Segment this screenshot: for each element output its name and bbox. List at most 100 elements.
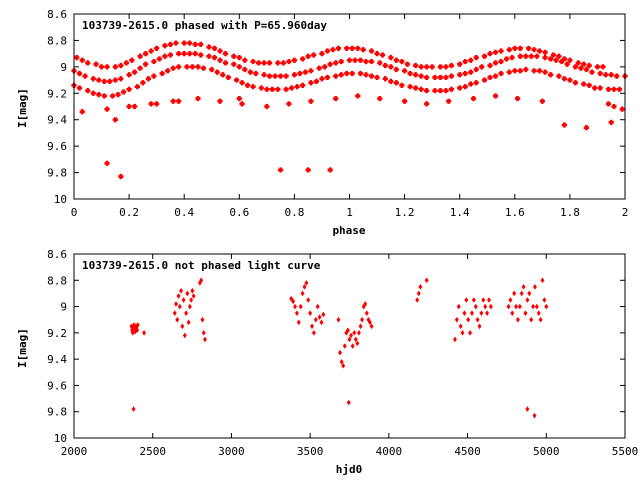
- phased-data-point: [313, 78, 320, 84]
- phased-data-point: [531, 68, 537, 74]
- unphased-data-point: [190, 288, 195, 294]
- unphased-y-tick-label: 9.8: [47, 406, 67, 419]
- phased-data-point: [278, 167, 284, 173]
- phased-data-point: [503, 56, 510, 62]
- phased-data-point: [333, 60, 339, 66]
- phased-data-point: [132, 103, 138, 110]
- unphased-data-point: [464, 297, 469, 303]
- phased-x-tick-label: 0.8: [284, 206, 304, 219]
- unphased-data-point: [341, 362, 346, 369]
- unphased-y-tick-label: 9.6: [47, 379, 67, 392]
- phased-data-point: [357, 70, 364, 77]
- phased-data-point: [181, 40, 187, 46]
- phased-data-point: [581, 81, 587, 87]
- phased-data-point: [462, 84, 468, 90]
- unphased-y-axis-label: I[mag]: [16, 328, 29, 368]
- unphased-data-points: [129, 277, 549, 419]
- phased-data-point: [154, 101, 160, 107]
- unphased-data-point: [347, 336, 352, 343]
- phased-x-tick-label: 0: [71, 206, 78, 219]
- phased-x-tick-label: 1.2: [395, 206, 415, 219]
- phased-data-point: [162, 53, 168, 59]
- phased-data-point: [151, 58, 157, 65]
- phased-data-point: [311, 52, 317, 58]
- phased-x-tick-label: 0.6: [229, 206, 249, 219]
- phased-data-point: [399, 82, 405, 88]
- phased-data-point: [192, 51, 198, 57]
- phased-data-point: [253, 70, 259, 77]
- phased-data-point: [267, 60, 273, 66]
- unphased-data-point: [130, 327, 135, 334]
- unphased-data-point: [338, 349, 343, 356]
- phased-data-point: [90, 76, 96, 82]
- phased-data-point: [581, 61, 587, 67]
- unphased-data-point: [291, 298, 296, 305]
- phased-data-point: [154, 45, 160, 51]
- phased-data-point: [578, 65, 584, 71]
- unphased-data-point: [200, 316, 205, 323]
- phased-data-point: [335, 45, 342, 51]
- phased-data-point: [267, 73, 273, 79]
- phased-data-point: [468, 69, 474, 75]
- phased-data-point: [567, 57, 573, 63]
- unphased-data-point: [182, 332, 187, 339]
- unphased-data-point: [454, 316, 459, 323]
- phased-data-point: [462, 58, 468, 65]
- phased-data-point: [487, 74, 493, 81]
- phased-data-point: [236, 55, 242, 61]
- phased-data-point: [352, 57, 358, 63]
- unphased-data-point: [483, 303, 488, 310]
- phased-data-point: [176, 64, 182, 70]
- phased-data-point: [275, 86, 281, 92]
- unphased-data-point: [473, 303, 478, 310]
- phased-data-point: [242, 66, 248, 73]
- phased-data-point: [374, 51, 380, 57]
- unphased-x-axis-label: hjd0: [336, 463, 363, 476]
- unphased-data-point: [544, 303, 549, 310]
- phased-data-point: [132, 69, 138, 75]
- unphased-data-point: [358, 323, 363, 330]
- phased-y-tick-label: 10: [54, 193, 67, 206]
- phased-data-point: [187, 51, 193, 57]
- unphased-data-point: [189, 297, 194, 303]
- unphased-data-point: [542, 297, 547, 303]
- unphased-data-point: [415, 297, 420, 303]
- phased-data-point: [289, 85, 295, 91]
- phased-data-point: [159, 70, 165, 77]
- unphased-data-point: [353, 336, 358, 343]
- phased-data-point: [523, 66, 529, 73]
- phased-data-point: [548, 56, 554, 62]
- unphased-data-point: [186, 319, 191, 326]
- unphased-data-point: [481, 297, 486, 303]
- unphased-y-tick-label: 9: [60, 301, 67, 314]
- phased-data-point: [291, 72, 297, 78]
- phased-data-point: [233, 77, 240, 83]
- phased-data-point: [388, 64, 394, 70]
- phased-data-point: [211, 55, 218, 61]
- phased-data-point: [608, 119, 614, 125]
- phased-data-point: [118, 173, 124, 180]
- unphased-data-point: [289, 295, 294, 302]
- phased-data-point: [308, 80, 314, 86]
- phased-data-point: [583, 66, 590, 73]
- phased-data-point: [176, 51, 182, 57]
- phased-data-point: [531, 47, 537, 53]
- phased-y-axis-label: I[mag]: [16, 88, 29, 128]
- phased-data-point: [225, 74, 231, 81]
- phased-data-point: [509, 55, 515, 61]
- unphased-data-point: [352, 330, 357, 336]
- phased-data-point: [308, 68, 314, 74]
- phased-data-point: [437, 64, 444, 70]
- phased-data-point: [517, 53, 523, 59]
- phased-data-point: [457, 72, 463, 78]
- phased-y-tick-label: 9.2: [47, 87, 67, 100]
- unphased-x-tick-label: 3000: [218, 445, 245, 458]
- unphased-data-point: [310, 323, 314, 330]
- unphased-data-point: [487, 297, 491, 303]
- unphased-data-point: [468, 330, 473, 336]
- phased-data-point: [222, 60, 229, 66]
- unphased-data-point: [174, 301, 178, 307]
- phased-data-point: [611, 103, 617, 110]
- phased-data-point: [418, 86, 424, 92]
- phased-data-point: [479, 64, 485, 70]
